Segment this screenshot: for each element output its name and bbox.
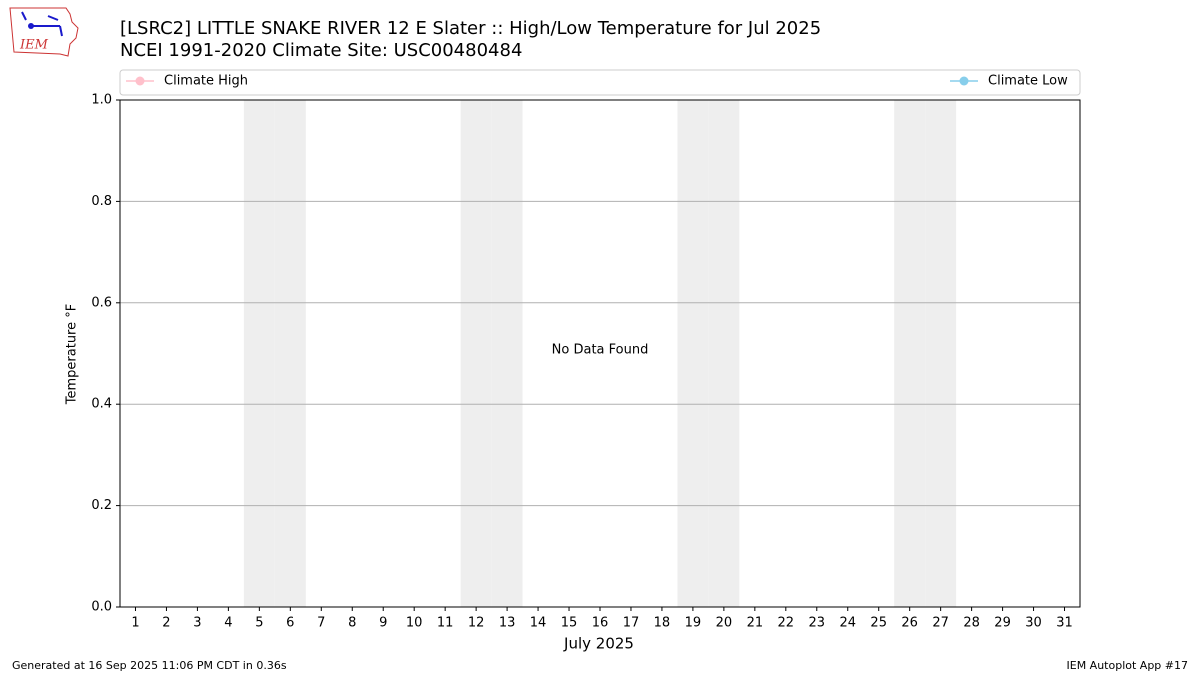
logo-outline [9, 7, 79, 57]
x-tick-label: 12 [468, 616, 485, 631]
y-tick-label: 1.0 [91, 93, 112, 108]
x-tick-label: 28 [963, 616, 980, 631]
x-tick-label: 13 [499, 616, 516, 631]
legend-box [119, 69, 1081, 96]
footer-right: IEM Autoplot App #17 [1067, 659, 1189, 672]
footer-left: Generated at 16 Sep 2025 11:06 PM CDT in… [12, 659, 287, 672]
weekend-shade [677, 100, 709, 607]
y-tick-label: 0.6 [91, 295, 112, 310]
x-tick-label: 20 [716, 616, 733, 631]
x-tick-label: 10 [406, 616, 423, 631]
logo-dot [28, 23, 34, 29]
weekend-shade [894, 100, 926, 607]
x-tick-label: 18 [654, 616, 671, 631]
legend-label: Climate High [164, 74, 248, 89]
x-tick-label: 4 [224, 616, 232, 631]
annotation: No Data Found [552, 343, 649, 358]
x-tick-label: 15 [561, 616, 578, 631]
y-axis-label: Temperature °F [65, 304, 80, 405]
x-tick-label: 26 [901, 616, 918, 631]
logo: IEM [9, 7, 79, 57]
x-tick-label: 16 [592, 616, 609, 631]
chart-subtitle: NCEI 1991-2020 Climate Site: USC00480484 [120, 40, 522, 61]
y-tick-label: 0.2 [91, 498, 112, 513]
weekend-shade [491, 100, 523, 607]
legend-marker [135, 76, 145, 86]
x-tick-label: 21 [747, 616, 764, 631]
x-tick-label: 5 [255, 616, 263, 631]
x-tick-label: 11 [437, 616, 454, 631]
logo-icon [21, 11, 63, 37]
x-axis-label: July 2025 [563, 635, 634, 653]
y-tick-label: 0.0 [91, 600, 112, 615]
legend-label: Climate Low [988, 74, 1068, 89]
plot-frame [119, 99, 1081, 608]
y-tick-label: 0.4 [91, 397, 112, 412]
logo-text: IEM [19, 38, 49, 53]
x-tick-label: 2 [162, 616, 170, 631]
weekend-shade [925, 100, 957, 607]
weekend-shade [460, 100, 492, 607]
x-tick-label: 19 [685, 616, 702, 631]
x-tick-label: 8 [348, 616, 356, 631]
x-tick-label: 31 [1056, 616, 1073, 631]
x-tick-label: 27 [932, 616, 949, 631]
x-tick-label: 25 [870, 616, 887, 631]
x-tick-label: 1 [131, 616, 139, 631]
x-tick-label: 9 [379, 616, 387, 631]
x-tick-label: 14 [530, 616, 547, 631]
weekend-shade [708, 100, 740, 607]
x-tick-label: 23 [809, 616, 826, 631]
x-tick-label: 24 [839, 616, 856, 631]
y-tick-label: 0.8 [91, 194, 112, 209]
x-tick-label: 3 [193, 616, 201, 631]
weekend-shade [274, 100, 306, 607]
x-tick-label: 22 [778, 616, 795, 631]
legend-marker [959, 76, 969, 86]
chart-title: [LSRC2] LITTLE SNAKE RIVER 12 E Slater :… [120, 18, 821, 39]
weekend-shade [243, 100, 275, 607]
x-tick-label: 17 [623, 616, 640, 631]
x-tick-label: 7 [317, 616, 325, 631]
x-tick-label: 30 [1025, 616, 1042, 631]
x-tick-label: 6 [286, 616, 294, 631]
x-tick-label: 29 [994, 616, 1011, 631]
